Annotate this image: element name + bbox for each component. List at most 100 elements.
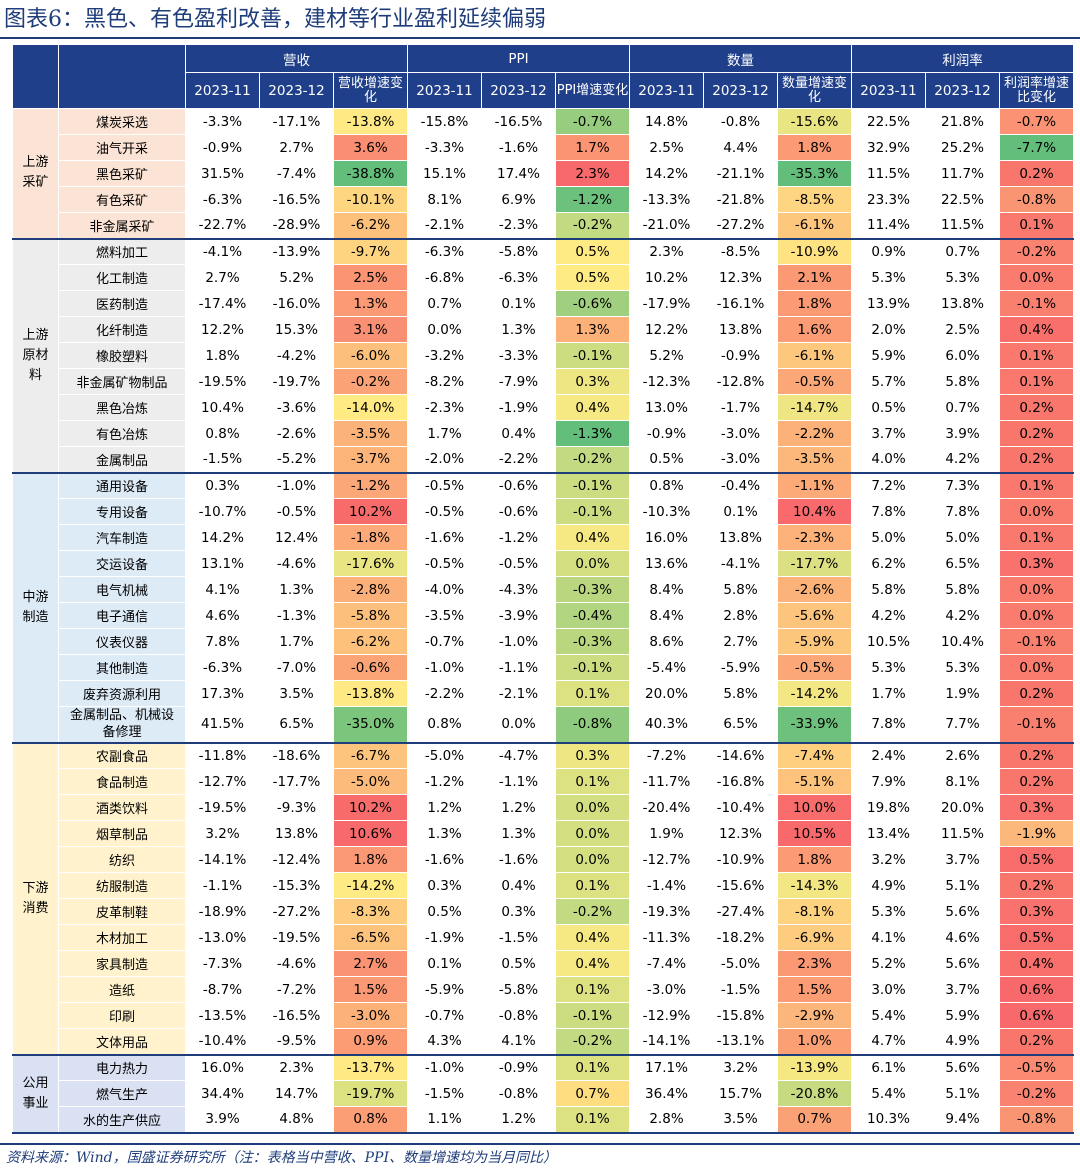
header-group: 数量 [629,44,852,73]
value-cell: 1.2% [481,1106,556,1134]
value-cell: -21.1% [703,160,778,187]
value-cell: -16.8% [703,768,778,795]
value-cell: -18.2% [703,924,778,951]
value-cell: -16.5% [259,186,334,213]
value-cell: -7.2% [629,742,704,769]
value-cell: 7.2% [851,472,926,499]
value-cell: 8.6% [629,628,704,655]
value-cell: -2.2% [777,420,852,447]
value-cell: 2.7% [333,950,408,977]
value-cell: -3.6% [259,394,334,421]
value-cell: -13.7% [333,1054,408,1081]
value-cell: 4.9% [925,1028,1000,1056]
value-cell: 8.1% [407,186,482,213]
table-row: 专用设备 -10.7% -0.5% 10.2% -0.5% -0.6% -0.1% -10.3… [13,498,1074,525]
value-cell: -0.2% [555,212,630,240]
value-cell: -15.8% [703,1002,778,1029]
value-cell: 7.3% [925,472,1000,499]
value-cell: -1.3% [259,602,334,629]
value-cell: 3.2% [185,820,260,847]
value-cell: -15.6% [703,872,778,899]
value-cell: -3.3% [407,134,482,161]
value-cell: 10.6% [333,820,408,847]
value-cell: -6.1% [777,342,852,369]
value-cell: 2.5% [333,264,408,291]
value-cell: 13.1% [185,550,260,577]
table-row: 造纸 -8.7% -7.2% 1.5% -5.9% -5.8% 0.1% -3.0% -1.5%… [13,976,1074,1003]
value-cell: -3.0% [333,1002,408,1029]
value-cell: -16.0% [259,290,334,317]
value-cell: -5.0% [333,768,408,795]
value-cell: 0.2% [999,768,1074,795]
value-cell: -0.5% [777,654,852,681]
value-cell: -16.5% [259,1002,334,1029]
value-cell: -2.3% [407,394,482,421]
table-row: 橡胶塑料 1.8% -4.2% -6.0% -3.2% -3.3% -0.1% 5.2% -0.… [13,342,1074,369]
value-cell: 0.2% [999,742,1074,769]
value-cell: -5.6% [777,602,852,629]
value-cell: -4.2% [259,342,334,369]
value-cell: -7.4% [777,742,852,769]
value-cell: 4.6% [925,924,1000,951]
value-cell: -4.0% [407,576,482,603]
value-cell: 4.4% [703,134,778,161]
value-cell: -3.5% [333,420,408,447]
value-cell: -1.9% [481,394,556,421]
industry-name: 电气机械 [58,576,186,603]
value-cell: 12.2% [185,316,260,343]
value-cell: 36.4% [629,1080,704,1107]
value-cell: 1.7% [407,420,482,447]
value-cell: -1.0% [481,628,556,655]
value-cell: -27.4% [703,898,778,925]
value-cell: 0.0% [555,820,630,847]
value-cell: -20.8% [777,1080,852,1107]
industry-name: 农副食品 [58,742,186,769]
value-cell: -15.6% [777,108,852,135]
value-cell: -10.1% [333,186,408,213]
industry-name: 电子通信 [58,602,186,629]
table-row: 烟草制品 3.2% 13.8% 10.6% 1.3% 1.3% 0.0% 1.9% 12.3% 1… [13,820,1074,847]
value-cell: -11.8% [185,742,260,769]
value-cell: 0.0% [999,602,1074,629]
value-cell: -17.7% [259,768,334,795]
value-cell: 3.1% [333,316,408,343]
value-cell: -5.1% [777,768,852,795]
value-cell: -17.9% [629,290,704,317]
value-cell: -1.6% [407,524,482,551]
source-note: 资料来源：Wind，国盛证券研究所（注：表格当中营收、PPI、数量增速均为当月同… [6,1150,557,1166]
value-cell: 21.8% [925,108,1000,135]
industry-name: 橡胶塑料 [58,342,186,369]
value-cell: 1.9% [925,680,1000,707]
value-cell: 19.8% [851,794,926,821]
value-cell: 1.1% [407,1106,482,1134]
value-cell: 0.2% [999,420,1074,447]
value-cell: -1.0% [407,654,482,681]
value-cell: 0.4% [555,524,630,551]
industry-name: 有色冶炼 [58,420,186,447]
value-cell: -3.2% [407,342,482,369]
value-cell: 5.8% [925,368,1000,395]
value-cell: -1.7% [703,394,778,421]
value-cell: -8.2% [407,368,482,395]
header-sub: 2023-12 [481,72,556,109]
value-cell: -13.8% [333,108,408,135]
value-cell: 34.4% [185,1080,260,1107]
value-cell: 1.3% [407,820,482,847]
value-cell: 2.5% [925,316,1000,343]
value-cell: -7.9% [481,368,556,395]
value-cell: 5.7% [851,368,926,395]
value-cell: 0.5% [851,394,926,421]
value-cell: -14.3% [777,872,852,899]
value-cell: 17.1% [629,1054,704,1081]
header-sub: 2023-12 [259,72,334,109]
value-cell: -12.3% [629,368,704,395]
value-cell: 7.7% [925,706,1000,744]
value-cell: 0.1% [999,342,1074,369]
value-cell: 17.4% [481,160,556,187]
value-cell: 0.0% [481,706,556,744]
value-cell: 0.4% [481,420,556,447]
value-cell: -13.8% [333,680,408,707]
value-cell: 13.0% [629,394,704,421]
value-cell: -6.3% [481,264,556,291]
value-cell: -0.3% [555,576,630,603]
